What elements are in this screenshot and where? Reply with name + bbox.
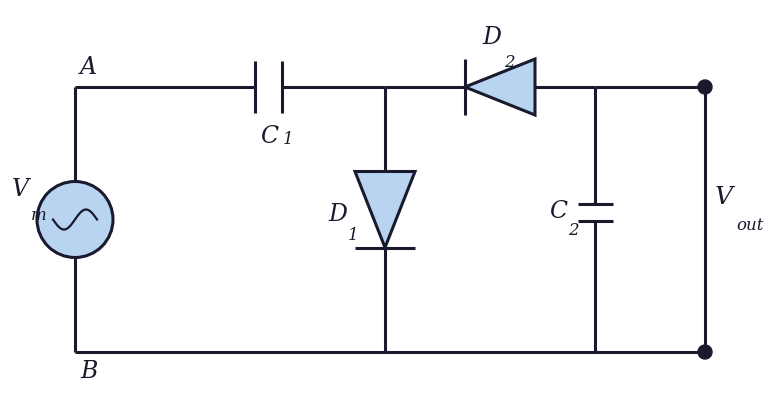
Text: V: V xyxy=(12,179,29,202)
Polygon shape xyxy=(355,172,415,247)
Text: C: C xyxy=(260,125,279,148)
Text: D: D xyxy=(328,203,347,226)
Polygon shape xyxy=(465,59,535,115)
Text: D: D xyxy=(482,26,501,49)
Circle shape xyxy=(698,345,712,359)
Text: m: m xyxy=(31,206,47,224)
Text: 2: 2 xyxy=(504,54,515,71)
Text: out: out xyxy=(736,218,763,235)
Text: V: V xyxy=(715,187,733,210)
Text: B: B xyxy=(80,360,98,383)
Text: 1: 1 xyxy=(283,131,293,148)
Text: 2: 2 xyxy=(568,222,579,239)
Text: 1: 1 xyxy=(348,227,359,243)
Text: C: C xyxy=(549,200,568,224)
Text: A: A xyxy=(80,56,97,79)
Circle shape xyxy=(698,80,712,94)
Circle shape xyxy=(37,181,113,258)
